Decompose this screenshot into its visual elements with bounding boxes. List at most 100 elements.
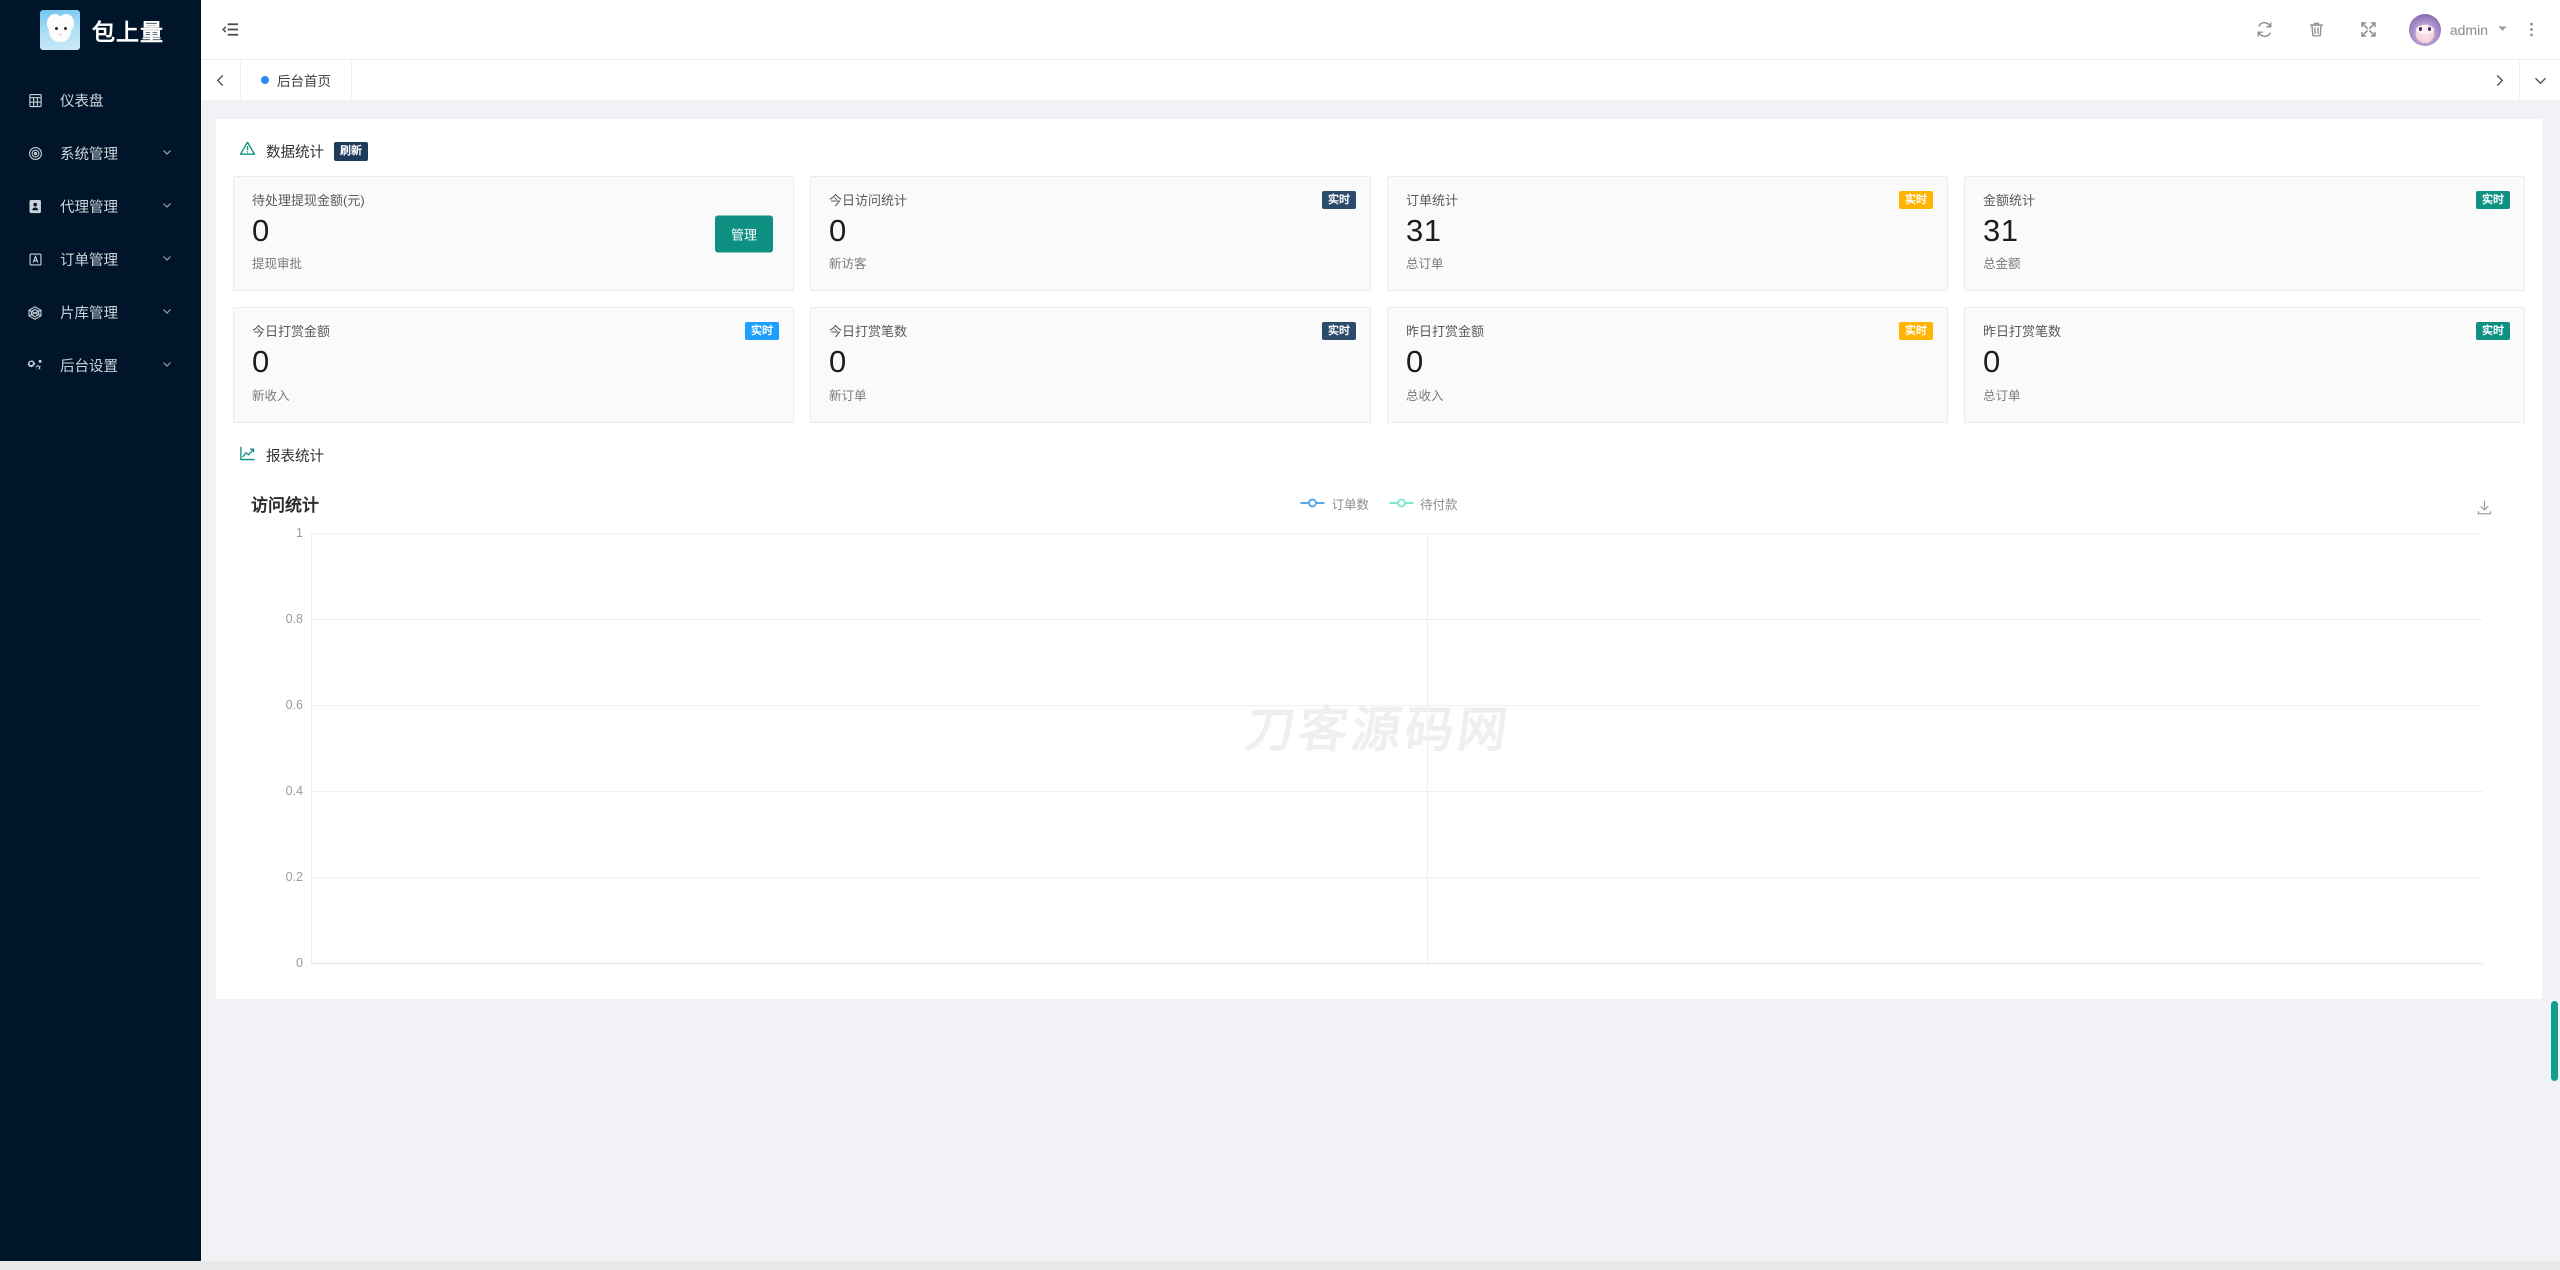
sidebar-item-film-library[interactable]: 片库管理 [0, 286, 201, 339]
chart-y-axis: 1 0.8 0.6 0.4 0.2 0 [251, 526, 311, 970]
y-tick: 0.2 [285, 869, 303, 884]
settings-target-icon [24, 146, 46, 161]
stat-card-today-visits: 今日访问统计 0 新访客 实时 [810, 176, 1371, 292]
line-chart-icon [239, 445, 256, 467]
user-menu[interactable]: admin [2395, 0, 2514, 60]
report-section-header: 报表统计 [233, 423, 2525, 477]
legend-label: 订单数 [1331, 497, 1369, 512]
sidebar-item-system[interactable]: 系统管理 [0, 127, 201, 180]
grid-v-line [1427, 532, 1429, 963]
sidebar-item-label: 订单管理 [60, 253, 118, 269]
sidebar-item-label: 片库管理 [60, 306, 118, 322]
status-badge: 实时 [1899, 191, 1933, 210]
stat-value: 0 [252, 343, 270, 379]
stat-title: 昨日打赏金额 [1406, 324, 1485, 340]
grid-line [311, 532, 2483, 534]
tab-backend-home[interactable]: 后台首页 [241, 60, 352, 100]
stat-title: 今日打赏笔数 [829, 324, 908, 340]
stat-value: 0 [1406, 343, 1424, 379]
page-scrollbar[interactable] [2551, 1001, 2558, 1081]
tab-list: 后台首页 [241, 60, 2480, 100]
stat-value: 0 [252, 212, 270, 248]
chevron-down-icon [161, 305, 175, 321]
trash-icon[interactable] [2291, 0, 2343, 60]
chart-header: 访问统计 订单数 [251, 491, 2507, 525]
stat-card-today-reward-count: 今日打赏笔数 0 新订单 实时 [810, 307, 1371, 423]
stat-subtitle: 总金额 [1983, 257, 2021, 272]
grid-line [311, 704, 2483, 706]
sidebar-item-dashboard[interactable]: 仪表盘 [0, 74, 201, 127]
status-badge: 实时 [745, 322, 779, 341]
sidebar-item-label: 后台设置 [60, 359, 118, 375]
fullscreen-icon[interactable] [2343, 0, 2395, 60]
report-section-title: 报表统计 [266, 449, 324, 466]
stat-subtitle: 总收入 [1406, 388, 1444, 403]
stat-value: 31 [1983, 212, 2019, 248]
stat-title: 待处理提现金额(元) [252, 193, 365, 208]
sidebar-item-label: 系统管理 [60, 147, 118, 163]
stat-card-order-stats: 订单统计 31 总订单 实时 [1387, 176, 1948, 292]
warning-triangle-icon [239, 140, 256, 162]
stat-cards-grid: 待处理提现金额(元) 0 提现审批 管理 今日访问统计 0 新访客 实时 订单统… [233, 176, 2525, 423]
caret-down-icon [2497, 21, 2508, 39]
stat-subtitle: 新订单 [829, 388, 867, 403]
y-tick: 0.8 [285, 611, 303, 626]
grid-v-line [311, 532, 312, 963]
chart-title: 访问统计 [251, 495, 319, 515]
y-tick: 0 [296, 955, 303, 970]
stat-title: 昨日打赏笔数 [1983, 324, 2062, 340]
stat-subtitle: 新收入 [252, 388, 290, 403]
legend-item-orders[interactable]: 订单数 [1300, 494, 1369, 513]
stats-section-header: 数据统计 刷新 [233, 135, 2525, 176]
status-badge: 实时 [1322, 191, 1356, 210]
visit-statistics-chart: 访问统计 订单数 [233, 477, 2525, 979]
download-icon[interactable] [2476, 499, 2493, 521]
chevron-down-icon [161, 252, 175, 268]
grid-line-axis [311, 962, 2483, 964]
sidebar-item-label: 仪表盘 [60, 94, 104, 110]
chevron-down-icon [161, 146, 175, 162]
brand-logo-icon [40, 10, 80, 50]
chart-legend: 订单数 待付款 [1300, 494, 1458, 513]
stat-card-pending-withdrawal: 待处理提现金额(元) 0 提现审批 管理 [233, 176, 794, 292]
tab-scroll-right[interactable] [2480, 60, 2520, 100]
content-area: 数据统计 刷新 待处理提现金额(元) 0 提现审批 管理 今日访问统计 0 新访… [201, 101, 2560, 1270]
stat-title: 今日访问统计 [829, 193, 908, 208]
menu-fold-icon[interactable] [201, 0, 259, 60]
grid-line [311, 790, 2483, 792]
horizontal-scrollbar[interactable] [0, 1261, 2560, 1270]
tabbar: 后台首页 [201, 60, 2560, 101]
gears-icon [24, 358, 46, 374]
tab-scroll-left[interactable] [201, 60, 241, 100]
sidebar-item-order[interactable]: 订单管理 [0, 233, 201, 286]
y-tick: 0.4 [285, 783, 303, 798]
tab-active-dot-icon [261, 76, 269, 84]
stat-value: 0 [829, 212, 847, 248]
stat-card-amount-stats: 金额统计 31 总金额 实时 [1964, 176, 2525, 292]
y-tick: 0.6 [285, 697, 303, 712]
legend-item-pending-payment[interactable]: 待付款 [1389, 494, 1458, 513]
status-badge: 实时 [1899, 322, 1933, 341]
film-library-icon [24, 305, 46, 321]
stat-card-today-reward-amount: 今日打赏金额 0 新收入 实时 [233, 307, 794, 423]
refresh-button[interactable]: 刷新 [334, 141, 368, 161]
tab-dropdown-button[interactable] [2520, 60, 2560, 100]
tab-label: 后台首页 [277, 74, 331, 89]
stat-value: 0 [829, 343, 847, 379]
manage-button[interactable]: 管理 [714, 215, 773, 253]
status-badge: 实时 [2476, 322, 2510, 341]
status-badge: 实时 [1322, 322, 1356, 341]
stat-value: 31 [1406, 212, 1442, 248]
sidebar-item-backend-settings[interactable]: 后台设置 [0, 339, 201, 392]
avatar [2408, 13, 2441, 46]
brand-title: 包上量 [92, 19, 164, 45]
grid-line [311, 618, 2483, 620]
brand[interactable]: 包上量 [0, 0, 201, 60]
sidebar-item-agent[interactable]: 代理管理 [0, 180, 201, 233]
stat-subtitle: 提现审批 [252, 257, 303, 272]
stat-title: 金额统计 [1983, 193, 2036, 208]
refresh-icon[interactable] [2239, 0, 2291, 60]
stat-card-yesterday-reward-amount: 昨日打赏金额 0 总收入 实时 [1387, 307, 1948, 423]
more-vertical-icon[interactable] [2514, 0, 2548, 60]
